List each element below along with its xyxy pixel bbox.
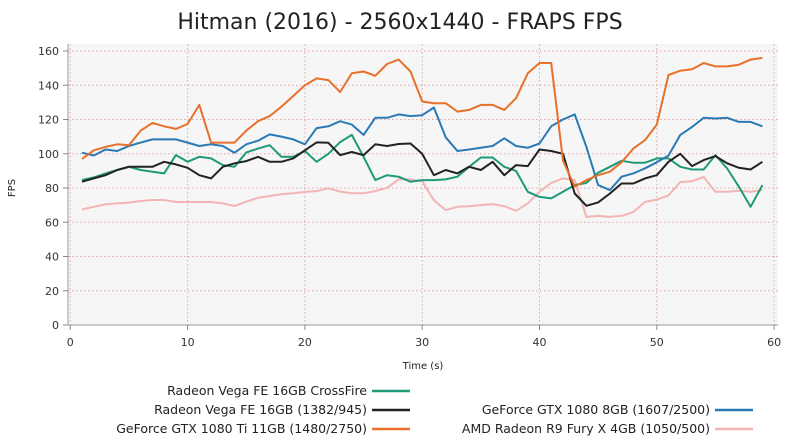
- series-line-4: [81, 176, 763, 218]
- legend-label: GeForce GTX 1080 Ti 11GB (1480/2750): [116, 421, 367, 436]
- legend-label: Radeon Vega FE 16GB CrossFire: [167, 383, 367, 398]
- series-line-3: [81, 106, 763, 192]
- y-tick-label: 160: [38, 45, 59, 58]
- series-line-1: [81, 141, 763, 207]
- y-tick-label: 80: [45, 182, 59, 195]
- chart-title: Hitman (2016) - 2560x1440 - FRAPS FPS: [177, 10, 623, 35]
- y-tick-label: 140: [38, 79, 59, 92]
- series-line-0: [81, 133, 764, 208]
- plot-background: [68, 44, 778, 325]
- x-tick-label: 30: [415, 336, 429, 349]
- y-tick-label: 20: [45, 285, 59, 298]
- y-tick-label: 40: [45, 251, 59, 264]
- legend-label: Radeon Vega FE 16GB (1382/945): [154, 402, 367, 417]
- y-tick-label: 60: [45, 216, 59, 229]
- x-tick-label: 40: [533, 336, 547, 349]
- x-axis-label: Time (s): [402, 361, 444, 372]
- y-tick-label: 100: [38, 148, 59, 161]
- x-tick-label: 10: [181, 336, 195, 349]
- y-tick-label: 0: [52, 319, 59, 332]
- legend-label: GeForce GTX 1080 8GB (1607/2500): [482, 402, 710, 417]
- x-tick-label: 20: [298, 336, 312, 349]
- x-tick-label: 50: [650, 336, 664, 349]
- y-tick-label: 120: [38, 114, 59, 127]
- x-tick-label: 0: [67, 336, 74, 349]
- legend-label: AMD Radeon R9 Fury X 4GB (1050/500): [462, 421, 710, 436]
- y-axis-label: FPS: [7, 179, 18, 197]
- x-tick-label: 60: [767, 336, 781, 349]
- series-line-2: [81, 56, 763, 188]
